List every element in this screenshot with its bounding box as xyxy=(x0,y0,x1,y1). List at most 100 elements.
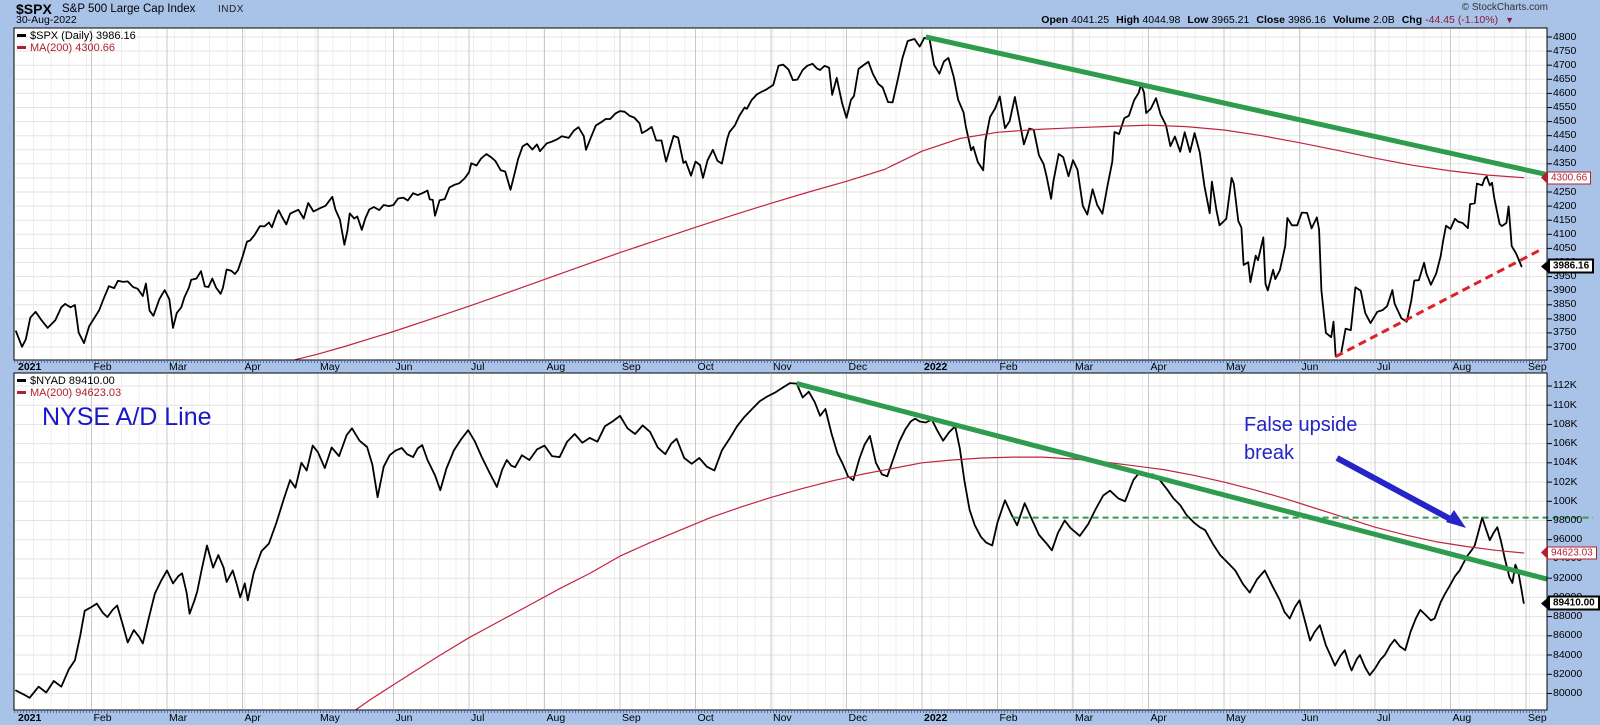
legend-line-swatch xyxy=(17,45,26,49)
x-axis-month-label: Jun xyxy=(1301,361,1319,373)
x-axis-month-label: Sep xyxy=(1528,361,1547,373)
x-axis-month-label: Dec xyxy=(848,712,868,724)
x-axis-month-label: Feb xyxy=(999,712,1018,724)
badge-arrow-icon xyxy=(1541,597,1548,610)
symbol-exchange: INDX xyxy=(218,4,244,15)
x-axis-month-label: Jun xyxy=(1301,712,1319,724)
price-badge-ma: 94623.03 xyxy=(1541,546,1597,560)
y-axis-tick-label: 108K xyxy=(1553,417,1578,430)
x-axis-month-label: May xyxy=(320,361,340,373)
y-axis-tick-label: 4800 xyxy=(1553,30,1577,43)
legend-line-swatch xyxy=(17,34,26,37)
y-axis-tick-label: 3950 xyxy=(1553,270,1577,283)
quote-label: Close xyxy=(1256,14,1285,26)
y-axis-tick-label: 3900 xyxy=(1553,284,1577,297)
x-axis-month-label: Dec xyxy=(848,361,868,373)
y-axis-tick-label: 106K xyxy=(1553,437,1578,450)
y-axis-tick-label: 80000 xyxy=(1553,686,1583,699)
y-axis-tick-label: 4450 xyxy=(1553,129,1577,142)
x-axis-month-label: Mar xyxy=(169,361,188,373)
x-axis-month-label: Aug xyxy=(546,361,566,373)
x-axis-month-label: Jul xyxy=(471,361,485,373)
header-row-title: $SPX S&P 500 Large Cap Index INDX © Stoc… xyxy=(0,0,1600,17)
y-axis-tick-label: 96000 xyxy=(1553,533,1583,546)
x-axis-month-label: Feb xyxy=(999,361,1018,373)
x-axis-month-label: Jul xyxy=(1377,712,1391,724)
y-axis-tick-label: 102K xyxy=(1553,475,1578,488)
quote-label: Chg xyxy=(1401,14,1423,26)
legend-item: $NYAD 89410.00 xyxy=(17,376,115,387)
y-axis-tick-label: 82000 xyxy=(1553,667,1583,680)
quote-label: High xyxy=(1116,14,1140,26)
x-axis-month-label: Oct xyxy=(697,361,714,373)
badge-arrow-icon xyxy=(1541,260,1548,273)
x-axis-month-label: 2022 xyxy=(924,361,948,373)
y-axis-tick-label: 4250 xyxy=(1553,185,1577,198)
y-axis-tick-label: 4200 xyxy=(1553,199,1577,212)
x-axis-month-label: Nov xyxy=(773,712,792,724)
x-axis-month-label: Apr xyxy=(1150,361,1167,373)
price-badge-price: 89410.00 xyxy=(1541,595,1600,611)
x-axis-month-label: Apr xyxy=(1150,712,1167,724)
x-axis-month-label: 2022 xyxy=(924,712,948,724)
x-axis-month-label: May xyxy=(1226,712,1246,724)
y-axis-tick-label: 4050 xyxy=(1553,241,1577,254)
quote-value: 4041.25 xyxy=(1071,14,1110,26)
nyse-ad-line-annotation: NYSE A/D Line xyxy=(42,403,212,431)
header-row-quote: 30-Aug-2022 Open 4041.25 High 4044.98 Low 396… xyxy=(0,14,1600,28)
y-axis-tick-label: 4750 xyxy=(1553,44,1577,57)
y-axis-tick-label: 4350 xyxy=(1553,157,1577,170)
x-axis-month-label: Apr xyxy=(244,712,261,724)
price-badge-ma: 4300.66 xyxy=(1541,171,1592,185)
x-axis-month-label: Jul xyxy=(1377,361,1391,373)
legend-line-swatch xyxy=(17,390,26,394)
y-axis-tick-label: 4400 xyxy=(1553,143,1577,156)
y-axis-tick-label: 100K xyxy=(1553,494,1578,507)
y-axis-tick-label: 84000 xyxy=(1553,648,1583,661)
y-axis-tick-label: 4500 xyxy=(1553,115,1577,128)
quote-label: Low xyxy=(1187,14,1209,26)
x-axis-month-label: Sep xyxy=(622,361,641,373)
y-axis-tick-label: 4650 xyxy=(1553,72,1577,85)
y-axis-tick-label: 4600 xyxy=(1553,86,1577,99)
quote-value: 2.0B xyxy=(1373,14,1395,26)
y-axis-tick-label: 88000 xyxy=(1553,610,1583,623)
x-axis-month-label: Jun xyxy=(395,712,413,724)
quote-value: 4044.98 xyxy=(1142,14,1181,26)
y-axis-tick-label: 92000 xyxy=(1553,571,1583,584)
x-axis-month-label: May xyxy=(320,712,340,724)
x-axis-month-label: Mar xyxy=(1075,361,1094,373)
y-axis-tick-label: 112K xyxy=(1553,379,1577,392)
x-axis-month-label: 2021 xyxy=(18,712,42,724)
y-axis-tick-label: 104K xyxy=(1553,456,1578,469)
change-down-icon[interactable]: ▼ xyxy=(1505,15,1514,25)
x-axis-month-label: Sep xyxy=(1528,712,1547,724)
badge-arrow-icon xyxy=(1541,546,1547,559)
y-axis-tick-label: 4700 xyxy=(1553,58,1577,71)
quote-value: 3986.16 xyxy=(1287,14,1326,26)
x-axis-month-label: Feb xyxy=(93,361,112,373)
y-axis-tick-label: 4100 xyxy=(1553,227,1577,240)
y-axis-tick-label: 110K xyxy=(1553,398,1577,411)
quote-summary: Open 4041.25 High 4044.98 Low 3965.21 Close 398… xyxy=(1041,14,1514,26)
price-badge-price: 3986.16 xyxy=(1541,258,1595,274)
copyright-link[interactable]: © StockCharts.com xyxy=(1461,2,1548,13)
y-axis-tick-label: 98000 xyxy=(1553,514,1583,526)
legend-line-swatch xyxy=(17,379,26,382)
y-axis-tick-label: 3800 xyxy=(1553,312,1577,325)
x-axis-month-label: Nov xyxy=(773,361,792,373)
x-axis-month-label: Mar xyxy=(169,712,188,724)
y-axis-tick-label: 4150 xyxy=(1553,213,1577,226)
x-axis-month-label: Jun xyxy=(395,361,413,373)
false-break-line2: break xyxy=(1244,442,1295,464)
quote-label: Open xyxy=(1041,14,1069,26)
x-axis-month-label: Feb xyxy=(93,712,112,724)
x-axis-month-label: Jul xyxy=(471,712,485,724)
false-upside-break-annotation: False upside break xyxy=(1244,411,1357,467)
x-axis-month-label: Aug xyxy=(546,712,566,724)
x-axis-month-label: Aug xyxy=(1452,361,1472,373)
y-axis-tick-label: 3700 xyxy=(1553,340,1577,353)
x-axis-month-label: 2021 xyxy=(18,361,42,373)
